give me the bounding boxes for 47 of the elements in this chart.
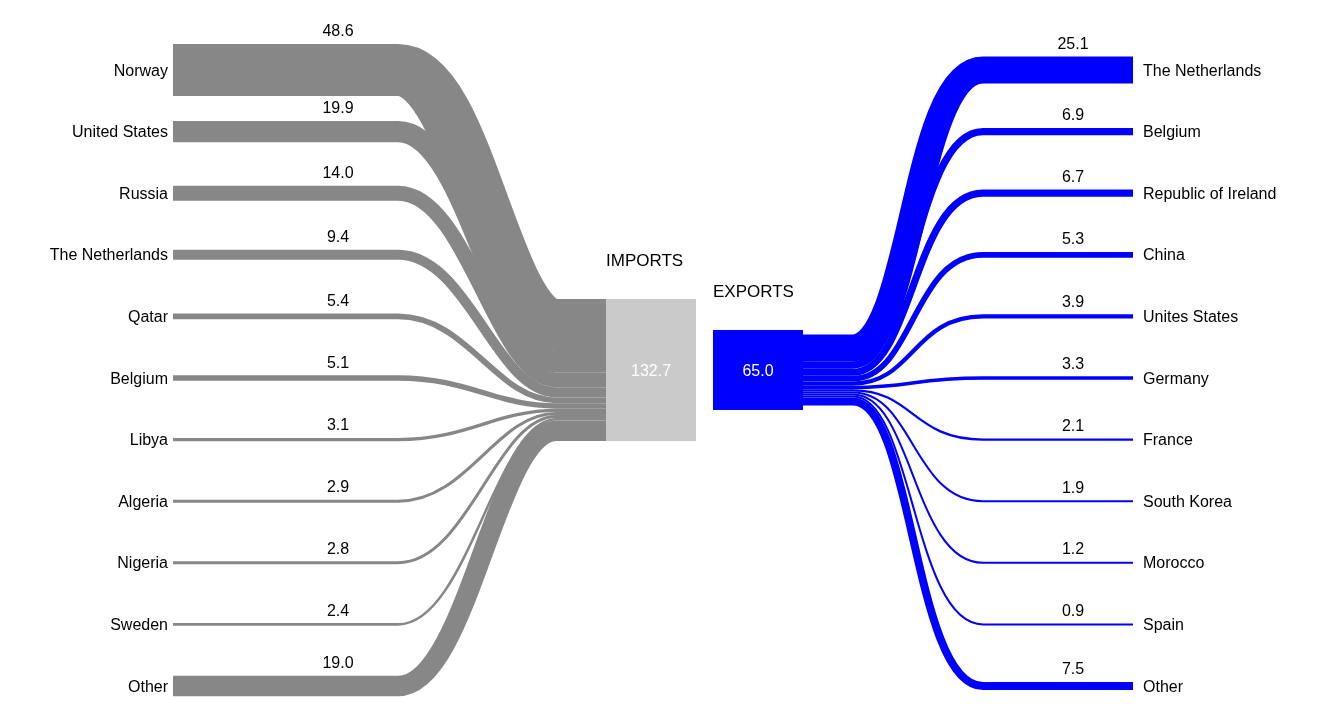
data-label: 1.2 — [1061, 540, 1085, 558]
category-label: France — [1143, 431, 1193, 449]
category-label: Belgium — [1143, 123, 1201, 141]
category-label: United States — [71, 123, 168, 141]
category-label: Spain — [1143, 615, 1184, 633]
data-label: 1.9 — [1061, 478, 1085, 496]
category-label: Other — [127, 677, 169, 695]
data-label: 19.0 — [322, 654, 354, 672]
data-label: 3.9 — [1061, 292, 1085, 310]
data-label: 0.9 — [1061, 601, 1085, 619]
category-label: Nigeria — [117, 554, 169, 572]
data-label: 2.9 — [326, 478, 350, 496]
data-label: 5.4 — [326, 292, 350, 310]
data-label: 3.3 — [1061, 354, 1085, 372]
category-label: South Korea — [1143, 492, 1233, 510]
data-label: 2.4 — [326, 601, 350, 619]
data-label: 6.9 — [1061, 106, 1085, 124]
category-label: Norway — [113, 61, 168, 79]
category-label: The Netherlands — [49, 246, 168, 264]
category-label: Other — [1143, 677, 1184, 695]
category-label: Qatar — [127, 307, 169, 325]
category-label: Germany — [1143, 369, 1209, 387]
text: 65.0 — [742, 361, 774, 379]
category-label: China — [1143, 246, 1185, 264]
category-label: Russia — [119, 184, 169, 202]
data-label: 14.0 — [322, 164, 354, 182]
data-label: 5.1 — [326, 353, 350, 371]
category-label: Libya — [129, 431, 169, 449]
data-label: 48.6 — [322, 22, 354, 40]
data-label: 19.9 — [322, 99, 354, 117]
data-label: 3.1 — [326, 416, 350, 434]
category-label: Algeria — [118, 492, 169, 510]
data-label: 5.3 — [1061, 230, 1085, 248]
category-label: The Netherlands — [1143, 61, 1262, 79]
category-label: Morocco — [1143, 554, 1205, 572]
category-label: Unites States — [1143, 307, 1239, 325]
category-label: Sweden — [110, 615, 168, 633]
data-label: 2.8 — [326, 539, 350, 557]
data-label: 9.4 — [326, 228, 350, 246]
category-label: Belgium — [110, 369, 168, 387]
data-label: 7.5 — [1061, 660, 1085, 678]
data-label: 6.7 — [1061, 168, 1085, 186]
data-label: 2.1 — [1061, 416, 1085, 434]
data-label: 25.1 — [1057, 35, 1089, 53]
text: EXPORTS — [713, 282, 794, 301]
category-label: Republic of Ireland — [1143, 184, 1277, 202]
text: IMPORTS — [606, 251, 684, 271]
